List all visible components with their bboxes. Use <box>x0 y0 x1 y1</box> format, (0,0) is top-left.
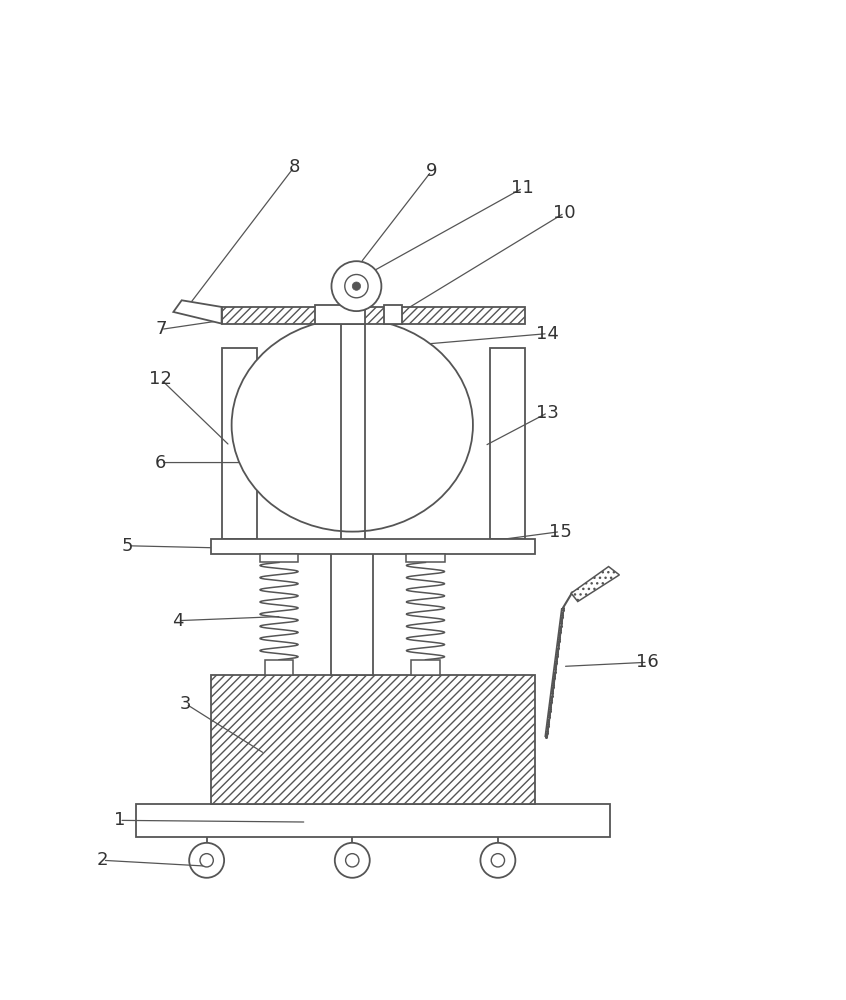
Polygon shape <box>571 567 619 602</box>
Bar <box>315 305 365 324</box>
Text: 9: 9 <box>426 162 437 180</box>
Bar <box>406 554 445 562</box>
Bar <box>384 305 402 324</box>
Circle shape <box>481 843 515 878</box>
Bar <box>136 804 610 837</box>
Circle shape <box>332 261 382 311</box>
Text: 3: 3 <box>180 695 191 713</box>
Bar <box>222 348 256 539</box>
Polygon shape <box>173 300 222 324</box>
Ellipse shape <box>232 319 473 532</box>
Text: 5: 5 <box>122 537 134 555</box>
Text: 2: 2 <box>97 851 108 869</box>
Circle shape <box>335 843 370 878</box>
Text: 8: 8 <box>288 158 299 176</box>
Circle shape <box>200 854 213 867</box>
Circle shape <box>492 854 504 867</box>
Text: 11: 11 <box>512 179 534 197</box>
Text: 15: 15 <box>549 523 572 541</box>
Text: 10: 10 <box>553 204 576 222</box>
Bar <box>411 660 440 675</box>
Text: 16: 16 <box>636 653 659 671</box>
Circle shape <box>352 282 360 290</box>
Bar <box>265 660 294 675</box>
Bar <box>490 348 525 539</box>
Text: 13: 13 <box>536 404 559 422</box>
Circle shape <box>345 274 368 298</box>
Bar <box>211 675 536 804</box>
Text: 12: 12 <box>150 370 173 388</box>
Circle shape <box>190 843 224 878</box>
Text: 14: 14 <box>536 325 559 343</box>
Bar <box>222 307 525 324</box>
Bar <box>260 554 298 562</box>
Bar <box>211 539 536 554</box>
Circle shape <box>346 854 359 867</box>
Text: 7: 7 <box>155 320 167 338</box>
Text: 6: 6 <box>155 454 167 472</box>
Text: 4: 4 <box>172 612 184 630</box>
Bar <box>332 542 373 675</box>
Text: 1: 1 <box>113 811 125 829</box>
